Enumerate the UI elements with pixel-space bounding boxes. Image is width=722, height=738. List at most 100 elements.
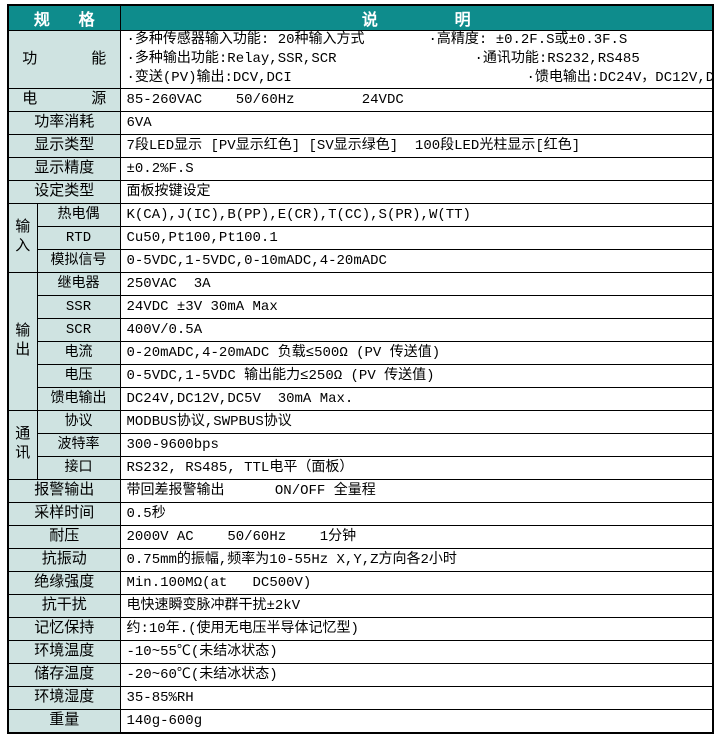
row-power: 电 源 85-260VAC 50/60Hz 24VDC — [7, 88, 714, 112]
setting-type-value: 面板按键设定 — [119, 180, 714, 204]
row-vibration: 抗振动 0.75mm的振幅,频率为10-55Hz X,Y,Z方向各2小时 — [7, 548, 714, 572]
relay-value: 250VAC 3A — [119, 272, 714, 296]
function-label: 功 能 — [7, 30, 121, 89]
row-interface: 接口 RS232, RS485, TTL电平（面板） — [8, 456, 714, 480]
row-feed-output: 馈电输出 DC24V,DC12V,DC5V 30mA Max. — [8, 387, 714, 411]
row-ambient-temp: 环境温度 -10~55℃(未结冰状态) — [7, 640, 714, 664]
relay-label: 继电器 — [36, 272, 121, 296]
thermocouple-value: K(CA),J(IC),B(PP),E(CR),T(CC),S(PR),W(TT… — [119, 203, 714, 227]
row-rtd: RTD Cu50,Pt100,Pt100.1 — [8, 226, 714, 250]
function-line-3-right: ·馈电输出:DC24V，DC12V,DC5V — [526, 70, 713, 86]
row-humidity: 环境湿度 35-85%RH — [7, 686, 714, 710]
interface-value: RS232, RS485, TTL电平（面板） — [119, 456, 714, 480]
power-consumption-value: 6VA — [119, 111, 714, 135]
feed-output-value: DC24V,DC12V,DC5V 30mA Max. — [119, 387, 714, 411]
interference-label: 抗干扰 — [7, 594, 121, 618]
row-current: 电流 0-20mADC,4-20mADC 负载≤500Ω (PV 传送值) — [8, 341, 714, 365]
display-accuracy-label: 显示精度 — [7, 157, 121, 181]
rtd-label: RTD — [36, 226, 121, 250]
scr-label: SCR — [36, 318, 121, 342]
row-ssr: SSR 24VDC ±3V 30mA Max — [8, 295, 714, 319]
row-thermocouple: 输入 热电偶 K(CA),J(IC),B(PP),E(CR),T(CC),S(P… — [7, 203, 714, 273]
row-display-type: 显示类型 7段LED显示 [PV显示红色] [SV显示绿色] 100段LED光柱… — [7, 134, 714, 158]
row-scr: SCR 400V/0.5A — [8, 318, 714, 342]
header-spec: 规 格 — [7, 4, 121, 31]
row-sampling-time: 采样时间 0.5秒 — [7, 502, 714, 526]
row-withstand-voltage: 耐压 2000V AC 50/60Hz 1分钟 — [7, 525, 714, 549]
withstand-voltage-label: 耐压 — [7, 525, 121, 549]
insulation-value: Min.100MΩ(at DC500V) — [119, 571, 714, 595]
voltage-label: 电压 — [36, 364, 121, 388]
group-output: 输出 — [7, 272, 38, 411]
weight-value: 140g-600g — [119, 709, 714, 734]
interference-value: 电快速瞬变脉冲群干扰±2kV — [119, 594, 714, 618]
row-baud-rate: 波特率 300-9600bps — [8, 433, 714, 457]
sampling-time-label: 采样时间 — [7, 502, 121, 526]
row-power-consumption: 功率消耗 6VA — [7, 111, 714, 135]
header-desc: 说 明 — [119, 4, 714, 31]
function-line-3: ·变送(PV)输出:DCV,DCI ·馈电输出:DC24V，DC12V,DC5V — [121, 69, 713, 88]
thermocouple-label: 热电偶 — [36, 203, 121, 227]
group-comm-label: 通讯 — [15, 426, 31, 462]
alarm-output-value: 带回差报警输出 ON/OFF 全量程 — [119, 479, 714, 503]
row-protocol: 通讯 协议 MODBUS协议,SWPBUS协议 — [7, 410, 714, 480]
ssr-label: SSR — [36, 295, 121, 319]
humidity-label: 环境湿度 — [7, 686, 121, 710]
memory-label: 记忆保持 — [7, 617, 121, 641]
analog-signal-label: 模拟信号 — [36, 249, 121, 273]
row-setting-type: 设定类型 面板按键设定 — [7, 180, 714, 204]
storage-temp-value: -20~60℃(未结冰状态) — [119, 663, 714, 687]
interface-label: 接口 — [36, 456, 121, 480]
function-line-2-left: ·多种输出功能:Relay,SSR,SCR — [126, 51, 337, 67]
weight-label: 重量 — [7, 709, 121, 734]
protocol-value: MODBUS协议,SWPBUS协议 — [119, 410, 714, 434]
row-display-accuracy: 显示精度 ±0.2%F.S — [7, 157, 714, 181]
row-alarm-output: 报警输出 带回差报警输出 ON/OFF 全量程 — [7, 479, 714, 503]
row-function: 功 能 ·多种传感器输入功能: 20种输入方式 ·高精度: ±0.2F.S或±0.… — [7, 30, 714, 89]
function-line-3-left: ·变送(PV)输出:DCV,DCI — [126, 70, 292, 86]
header-row: 规 格 说 明 — [7, 4, 714, 31]
ambient-temp-label: 环境温度 — [7, 640, 121, 664]
rtd-value: Cu50,Pt100,Pt100.1 — [119, 226, 714, 250]
row-memory: 记忆保持 约:10年.(使用无电压半导体记忆型) — [7, 617, 714, 641]
display-type-label: 显示类型 — [7, 134, 121, 158]
row-weight: 重量 140g-600g — [7, 709, 714, 734]
storage-temp-label: 储存温度 — [7, 663, 121, 687]
group-comm: 通讯 — [7, 410, 38, 480]
row-voltage: 电压 0-5VDC,1-5VDC 输出能力≤250Ω (PV 传送值) — [8, 364, 714, 388]
function-line-1-right: ·高精度: ±0.2F.S或±0.3F.S — [428, 32, 628, 48]
setting-type-label: 设定类型 — [7, 180, 121, 204]
baud-rate-label: 波特率 — [36, 433, 121, 457]
vibration-label: 抗振动 — [7, 548, 121, 572]
insulation-label: 绝缘强度 — [7, 571, 121, 595]
feed-output-label: 馈电输出 — [36, 387, 121, 411]
alarm-output-label: 报警输出 — [7, 479, 121, 503]
withstand-voltage-value: 2000V AC 50/60Hz 1分钟 — [119, 525, 714, 549]
group-input: 输入 — [7, 203, 38, 273]
scr-value: 400V/0.5A — [119, 318, 714, 342]
spec-table: 规 格 说 明 功 能 ·多种传感器输入功能: 20种输入方式 ·高精度: ±0.… — [7, 4, 714, 734]
humidity-value: 35-85%RH — [119, 686, 714, 710]
group-input-label: 输入 — [15, 219, 31, 255]
current-label: 电流 — [36, 341, 121, 365]
function-line-2-right: ·通讯功能:RS232,RS485 — [474, 51, 640, 67]
ssr-value: 24VDC ±3V 30mA Max — [119, 295, 714, 319]
row-storage-temp: 储存温度 -20~60℃(未结冰状态) — [7, 663, 714, 687]
power-value: 85-260VAC 50/60Hz 24VDC — [119, 88, 714, 112]
analog-signal-value: 0-5VDC,1-5VDC,0-10mADC,4-20mADC — [119, 249, 714, 273]
power-label: 电 源 — [7, 88, 121, 112]
baud-rate-value: 300-9600bps — [119, 433, 714, 457]
function-line-1-left: ·多种传感器输入功能: 20种输入方式 — [126, 32, 365, 48]
function-line-1: ·多种传感器输入功能: 20种输入方式 ·高精度: ±0.2F.S或±0.3F.S — [121, 32, 712, 51]
function-line-2: ·多种输出功能:Relay,SSR,SCR ·通讯功能:RS232,RS485 — [121, 50, 712, 69]
vibration-value: 0.75mm的振幅,频率为10-55Hz X,Y,Z方向各2小时 — [119, 548, 714, 572]
ambient-temp-value: -10~55℃(未结冰状态) — [119, 640, 714, 664]
function-value: ·多种传感器输入功能: 20种输入方式 ·高精度: ±0.2F.S或±0.3F.S… — [119, 30, 714, 89]
row-interference: 抗干扰 电快速瞬变脉冲群干扰±2kV — [7, 594, 714, 618]
row-analog-signal: 模拟信号 0-5VDC,1-5VDC,0-10mADC,4-20mADC — [8, 249, 714, 273]
row-relay: 输出 继电器 250VAC 3A — [7, 272, 714, 411]
sampling-time-value: 0.5秒 — [119, 502, 714, 526]
power-consumption-label: 功率消耗 — [7, 111, 121, 135]
group-output-label: 输出 — [15, 322, 31, 359]
